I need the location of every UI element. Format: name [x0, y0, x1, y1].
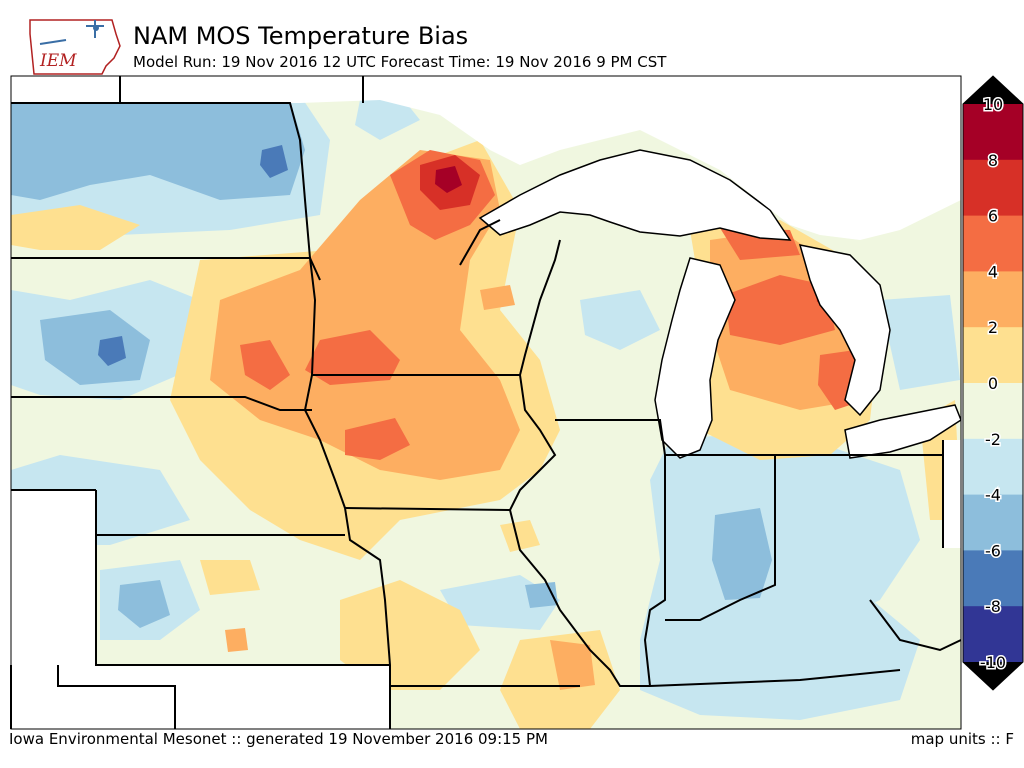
state-borders: [10, 76, 962, 729]
bias-region: [240, 340, 290, 390]
canada-region: [11, 76, 961, 240]
footer-credit: Iowa Environmental Mesonet :: generated …: [9, 730, 548, 748]
bias-region: [118, 580, 170, 628]
colorbar-swatch: [963, 159, 1023, 217]
colorbar-tick-label: 0: [988, 374, 998, 393]
bias-region: [580, 290, 660, 350]
iem-logo: IEM: [29, 19, 121, 75]
colorbar-frame: [962, 75, 1024, 691]
bias-region: [355, 95, 420, 140]
page-title: NAM MOS Temperature Bias: [133, 22, 469, 50]
bias-region: [305, 330, 400, 385]
colorbar-tick-label: 8: [988, 151, 998, 170]
bias-region: [345, 418, 410, 460]
colorbar-tick-label: 4: [988, 262, 998, 281]
bias-field: [11, 76, 961, 729]
colorbar-tick-label: 6: [988, 207, 998, 226]
bias-region: [880, 295, 960, 390]
bias-region: [435, 166, 462, 193]
bias-region: [500, 520, 540, 552]
iowa-outline-icon: [29, 19, 121, 75]
colorbar-swatch: [963, 104, 1023, 161]
colorbar-swatch: [963, 271, 1023, 328]
bias-region: [98, 336, 126, 366]
colorbar-over-arrow: [963, 76, 1023, 104]
bias-region: [11, 205, 140, 250]
bias-region: [725, 275, 835, 345]
colorbar-tick-label: -10: [980, 653, 1006, 672]
colorbar-swatch: [963, 606, 1023, 663]
bias-region: [712, 508, 772, 600]
bias-region: [11, 100, 305, 200]
colorbar-tick-label: -4: [985, 486, 1001, 505]
bias-region: [550, 640, 595, 690]
bias-region: [640, 590, 920, 720]
blank-area: [11, 665, 391, 729]
colorbar-tick-label: 2: [988, 318, 998, 337]
map-frame: [10, 75, 962, 730]
lake-superior: [478, 149, 792, 241]
colorbar-tick-label: -2: [985, 430, 1001, 449]
footer-units: map units :: F: [910, 730, 1014, 748]
colorbar-swatch: [963, 494, 1023, 551]
bias-region: [260, 145, 288, 178]
page-subtitle: Model Run: 19 Nov 2016 12 UTC Forecast T…: [133, 53, 667, 71]
bias-region: [40, 310, 150, 385]
colorbar-swatch: [963, 550, 1023, 607]
bias-region: [200, 560, 260, 595]
colorbar-tick-label: -8: [985, 597, 1001, 616]
colorbar-tick-label: -6: [985, 541, 1001, 560]
colorbar-under-arrow: [963, 662, 1023, 690]
blank-area: [11, 490, 96, 665]
logo-text: IEM: [39, 51, 77, 71]
blank-area: [943, 440, 961, 548]
colorbar: 10 8 6 4 2 0 -2 -4 -6 -8 -10: [962, 75, 1024, 691]
bias-region: [225, 628, 248, 652]
colorbar-swatch: [963, 383, 1023, 440]
lake-huron: [798, 244, 891, 417]
colorbar-swatch: [963, 438, 1023, 496]
colorbar-swatch: [963, 215, 1023, 272]
bias-region: [480, 285, 515, 310]
colorbar-swatch: [963, 327, 1023, 384]
colorbar-tick-label: 10: [983, 95, 1003, 114]
bias-region: [340, 580, 480, 690]
